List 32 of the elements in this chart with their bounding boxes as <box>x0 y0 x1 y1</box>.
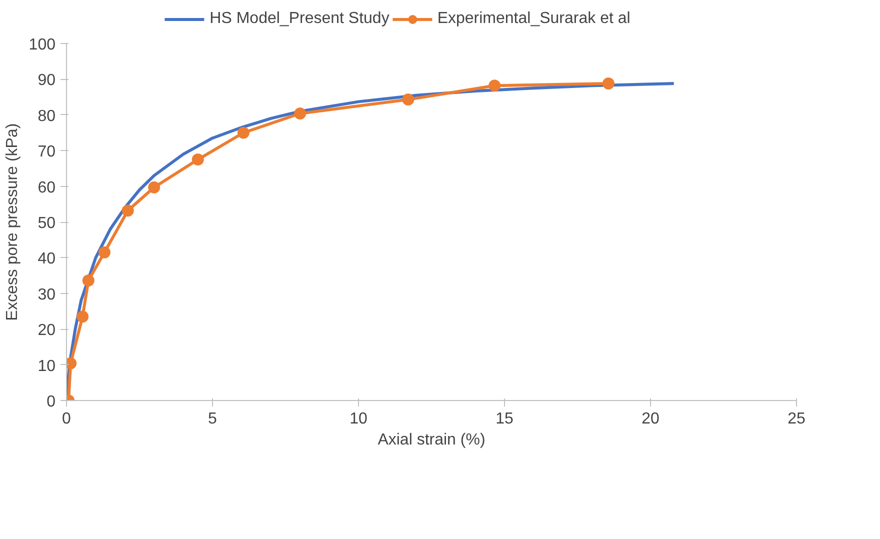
point <box>602 77 614 90</box>
point <box>98 246 110 258</box>
y-tick-label: 40 <box>38 250 56 268</box>
point <box>192 154 204 166</box>
x-tick-label: 25 <box>788 410 806 428</box>
legend-label: HS Model_Present Study <box>210 10 390 28</box>
x-tick-label: 20 <box>642 410 660 428</box>
y-tick-label: 90 <box>38 72 56 90</box>
y-tick-label: 100 <box>28 36 56 54</box>
point <box>76 310 89 323</box>
y-tick-label: 0 <box>46 394 56 410</box>
y-tick-label: 80 <box>38 108 56 125</box>
point <box>294 107 306 120</box>
y-tick-label: 60 <box>38 179 56 196</box>
point <box>237 126 250 139</box>
x-tick-label: 10 <box>350 410 368 428</box>
y-tick-label: 70 <box>38 144 56 161</box>
y-tick-label: 20 <box>38 322 56 340</box>
x-tick-label: 5 <box>208 410 218 428</box>
point <box>82 274 94 287</box>
y-tick-label: 30 <box>38 286 56 304</box>
point <box>488 80 501 92</box>
legend-label: Experimental_Surarak et al <box>437 10 630 28</box>
y-tick-label: 10 <box>38 358 56 375</box>
y-tick-label: 50 <box>38 215 56 232</box>
point <box>122 204 134 217</box>
x-axis-title: Axial strain (%) <box>378 432 486 448</box>
x-tick-label: 15 <box>496 410 514 428</box>
x-tick-label: 0 <box>62 410 72 428</box>
y-axis-title: Excess pore pressure (kPa) <box>4 123 21 321</box>
point <box>148 181 160 194</box>
point <box>402 94 414 106</box>
